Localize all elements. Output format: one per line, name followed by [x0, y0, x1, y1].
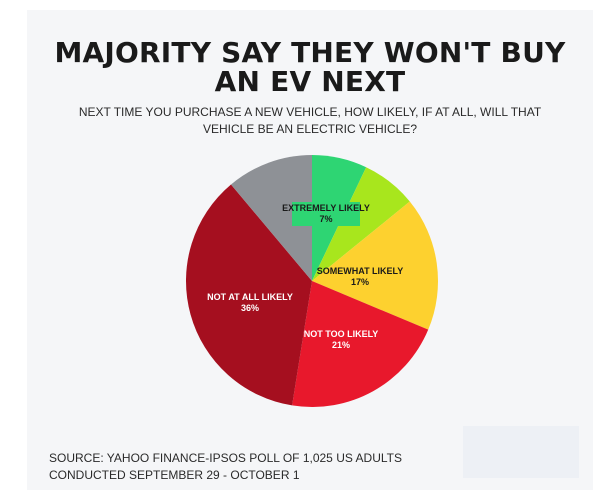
slice-value-label: 17% — [351, 277, 369, 287]
pie-slice-unlabeled-5 — [231, 155, 312, 281]
chart-title: MAJORITY SAY THEY WON'T BUY AN EV NEXT — [54, 36, 566, 98]
pie-slice-not-too-likely — [292, 281, 429, 407]
pie-slice-unlabeled-1 — [312, 167, 410, 281]
slice-label: EXTREMELY LIKELY — [282, 203, 370, 213]
slice-value-label: 21% — [332, 340, 350, 350]
pie-slice-somewhat-likely — [312, 201, 439, 330]
slice-value-label: 7% — [319, 214, 332, 224]
slice-label: SOMEWHAT LIKELY — [317, 266, 404, 276]
chart-source: SOURCE: YAHOO FINANCE-IPSOS POLL OF 1,02… — [49, 451, 402, 482]
chart-card: MAJORITY SAY THEY WON'T BUY AN EV NEXT N… — [27, 10, 593, 490]
slice-label: NOT AT ALL LIKELY — [207, 292, 293, 302]
slice-label-background — [292, 202, 360, 226]
slice-value-label: 36% — [241, 303, 259, 313]
watermark-box — [463, 426, 579, 478]
pie-slice-not-at-all-likely — [186, 184, 312, 406]
slice-label: NOT TOO LIKELY — [304, 329, 379, 339]
chart-subtitle: NEXT TIME YOU PURCHASE A NEW VEHICLE, HO… — [78, 105, 542, 136]
pie-slices — [186, 155, 439, 407]
